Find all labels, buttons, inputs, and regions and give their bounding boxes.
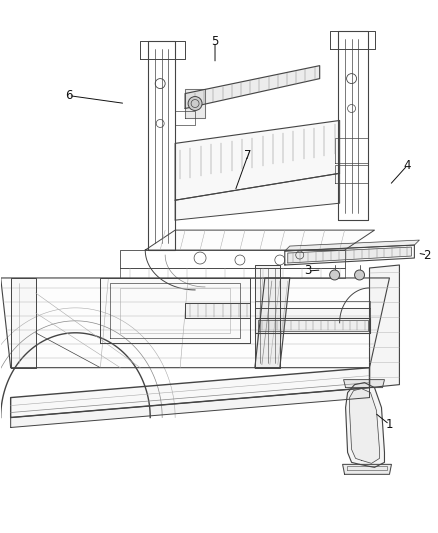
Polygon shape <box>285 240 419 251</box>
Polygon shape <box>255 265 280 368</box>
Polygon shape <box>255 308 370 318</box>
Text: 2: 2 <box>424 248 431 262</box>
Text: 7: 7 <box>244 149 252 162</box>
Text: 3: 3 <box>304 264 311 278</box>
Polygon shape <box>11 278 35 368</box>
Polygon shape <box>343 379 385 387</box>
Polygon shape <box>346 383 385 467</box>
Text: 6: 6 <box>65 89 72 102</box>
Polygon shape <box>185 66 320 109</box>
Polygon shape <box>1 278 389 368</box>
Polygon shape <box>370 265 399 387</box>
Polygon shape <box>185 88 205 118</box>
Polygon shape <box>11 387 370 427</box>
Polygon shape <box>185 303 250 318</box>
Polygon shape <box>255 278 290 368</box>
Polygon shape <box>258 320 367 331</box>
Polygon shape <box>175 120 339 200</box>
Text: 5: 5 <box>211 35 219 48</box>
Circle shape <box>355 270 364 280</box>
Polygon shape <box>100 278 250 343</box>
Polygon shape <box>175 173 339 220</box>
Text: 4: 4 <box>404 159 411 172</box>
Circle shape <box>188 96 202 110</box>
Polygon shape <box>343 464 392 474</box>
Polygon shape <box>350 389 379 463</box>
Text: 1: 1 <box>386 418 393 431</box>
Circle shape <box>330 270 339 280</box>
Polygon shape <box>288 247 411 263</box>
Polygon shape <box>11 368 370 417</box>
Polygon shape <box>145 230 374 250</box>
